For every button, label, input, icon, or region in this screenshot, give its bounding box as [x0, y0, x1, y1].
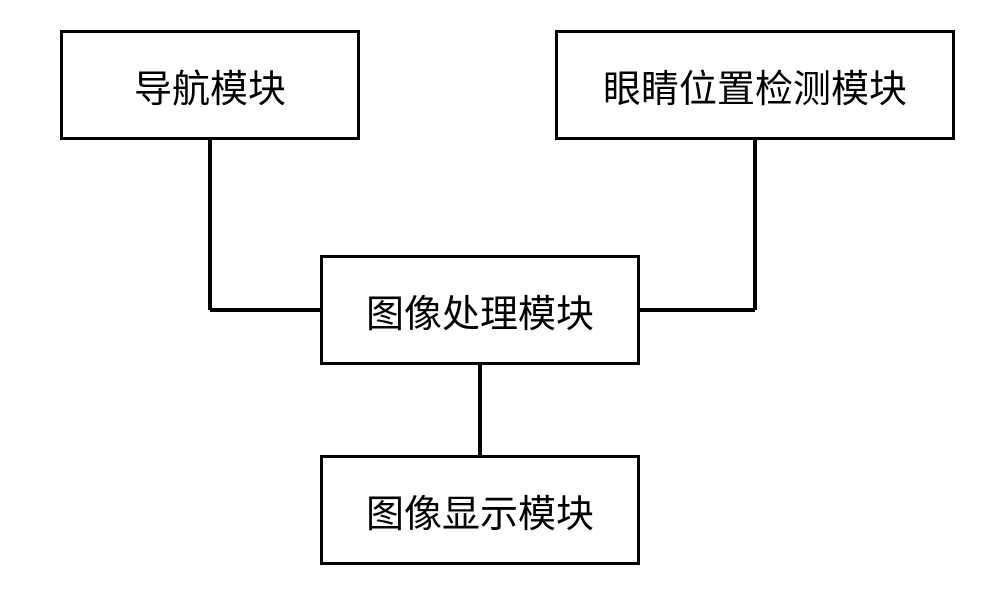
edge-segment: [753, 140, 757, 310]
node-display-label: 图像显示模块: [366, 483, 594, 538]
edge-segment: [210, 308, 320, 312]
node-display: 图像显示模块: [320, 455, 640, 565]
node-nav: 导航模块: [60, 30, 360, 140]
edge-segment: [208, 140, 212, 310]
node-eye-label: 眼睛位置检测模块: [603, 58, 907, 113]
node-nav-label: 导航模块: [134, 58, 286, 113]
edge-segment: [478, 365, 482, 455]
node-proc: 图像处理模块: [320, 255, 640, 365]
diagram-canvas: 导航模块 眼睛位置检测模块 图像处理模块 图像显示模块: [0, 0, 1000, 595]
edge-segment: [640, 308, 755, 312]
node-proc-label: 图像处理模块: [366, 283, 594, 338]
node-eye: 眼睛位置检测模块: [555, 30, 955, 140]
